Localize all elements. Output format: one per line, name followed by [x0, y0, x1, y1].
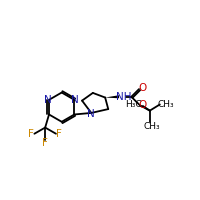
Text: NH: NH — [116, 92, 131, 102]
Text: F: F — [56, 129, 62, 139]
Text: N: N — [87, 109, 95, 119]
Text: CH₃: CH₃ — [158, 100, 174, 109]
Text: O: O — [138, 83, 146, 93]
Text: O: O — [138, 100, 146, 110]
Text: N: N — [71, 95, 79, 105]
Text: F: F — [42, 138, 48, 148]
Text: N: N — [44, 95, 52, 105]
Text: CH₃: CH₃ — [143, 122, 160, 131]
Text: H₃C: H₃C — [125, 100, 142, 109]
Text: F: F — [28, 129, 34, 139]
Polygon shape — [105, 95, 119, 98]
